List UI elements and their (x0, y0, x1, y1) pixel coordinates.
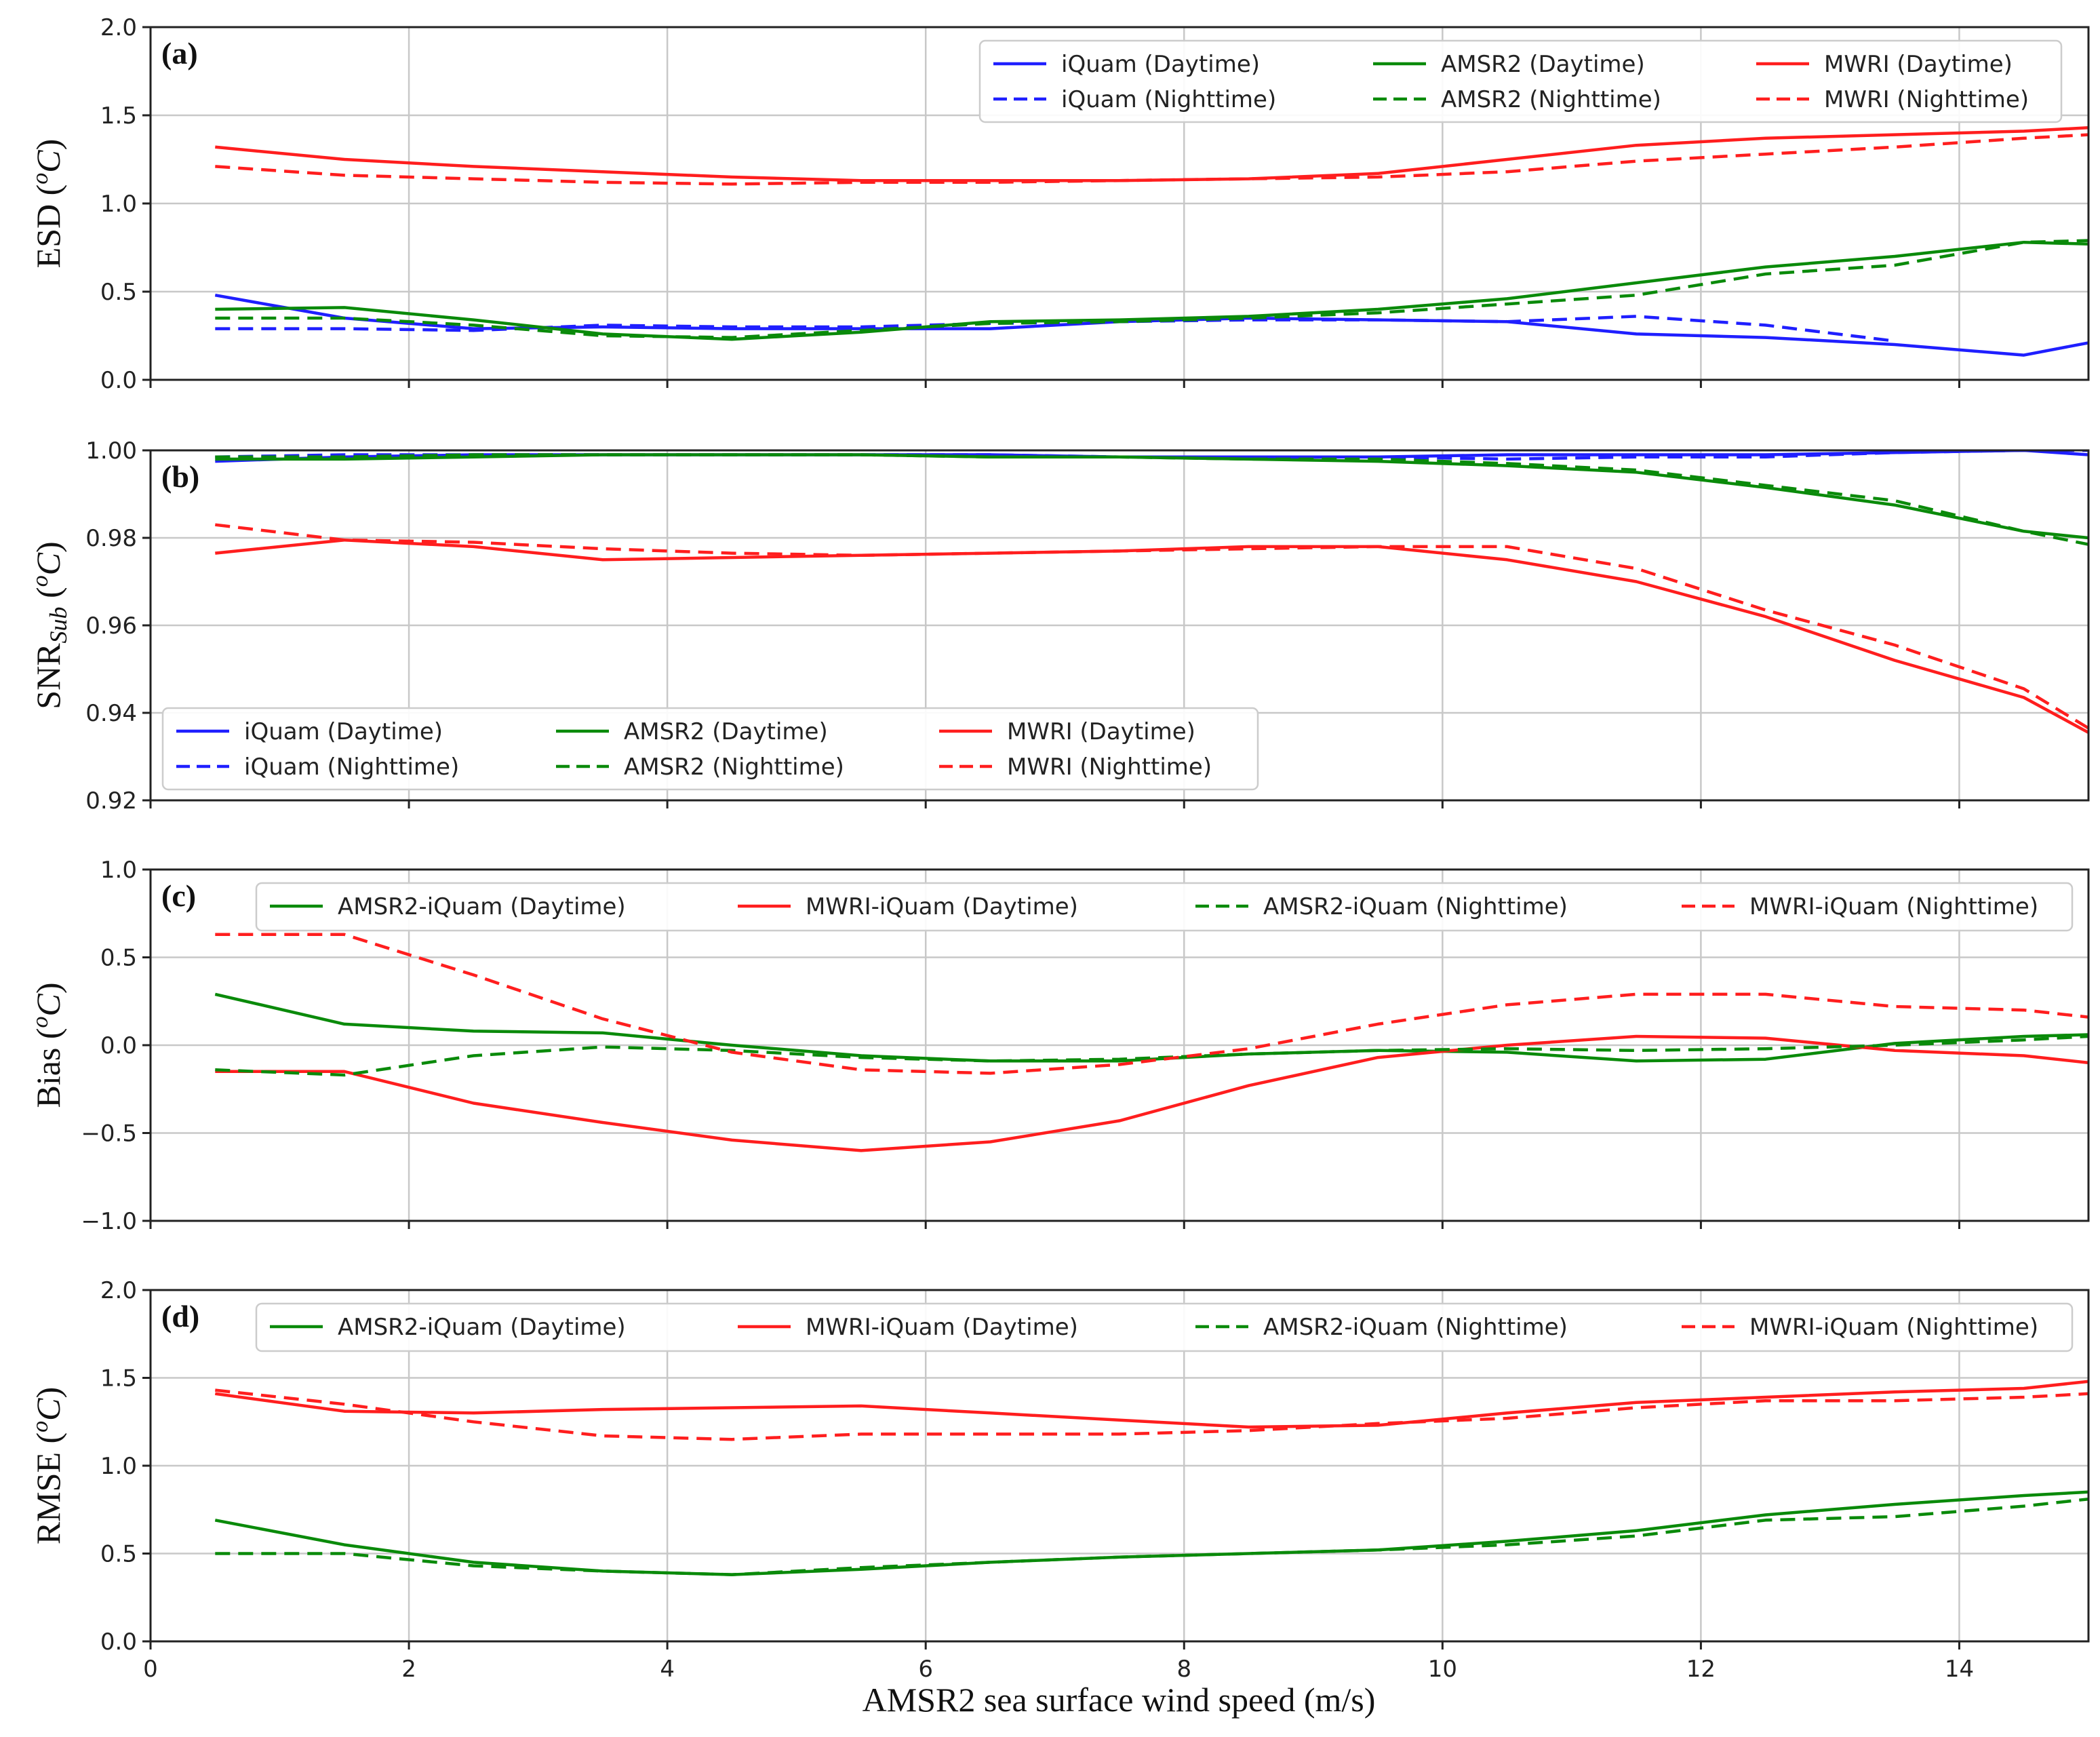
y-axis-title: SNRSub (oC) (28, 541, 72, 709)
y-tick-label: 1.00 (85, 437, 137, 465)
panel-label: (c) (161, 878, 196, 913)
legend: iQuam (Daytime) iQuam (Nighttime) AMSR2 (D… (161, 707, 1259, 791)
legend-box (978, 39, 2063, 123)
panel-label: (d) (161, 1299, 199, 1333)
legend-label: AMSR2-iQuam (Nighttime) (1263, 893, 1568, 920)
legend-label: AMSR2-iQuam (Daytime) (338, 1314, 626, 1341)
panel-a: 0.0 0.5 1.0 1.5 2.0 (a) ESD (oC) iQuam (Daytime… (28, 14, 2090, 394)
series-line (214, 1490, 2088, 1576)
y-tick-label: 1.5 (100, 102, 137, 130)
x-tick-label: 0 (143, 1656, 158, 1683)
series-line (215, 125, 2088, 182)
y-tick-label: 0.0 (100, 367, 137, 394)
series-line (215, 453, 2088, 546)
series-line (215, 1034, 2088, 1077)
legend: AMSR2-iQuam (Daytime) MWRI-iQuam (Daytime… (255, 1302, 2074, 1352)
y-tick-label: 0.5 (100, 1541, 137, 1568)
series-line (214, 992, 2088, 1063)
legend-label: iQuam (Nighttime) (1061, 86, 1276, 113)
x-tick-label: 12 (1686, 1656, 1716, 1683)
y-tick-label: 1.0 (100, 191, 137, 218)
x-axis-title: AMSR2 sea surface wind speed (m/s) (863, 1681, 1376, 1719)
series-line (215, 1034, 2088, 1152)
legend: AMSR2-iQuam (Daytime) MWRI-iQuam (Daytime… (255, 882, 2074, 932)
x-tick-label: 6 (918, 1656, 933, 1683)
y-tick-label: 0.94 (85, 700, 137, 727)
legend-label: AMSR2 (Nighttime) (624, 754, 844, 781)
series-line (215, 523, 2088, 730)
legend-label: iQuam (Daytime) (1061, 51, 1260, 78)
y-tick-label: 0.0 (100, 1628, 137, 1656)
y-tick-label: 0.92 (85, 787, 137, 815)
legend-label: iQuam (Nighttime) (244, 754, 459, 781)
panel-b: 0.92 0.94 0.96 0.98 1.00 (b) SNRSub (oC) iQuam … (28, 437, 2090, 815)
legend-box (255, 1302, 2074, 1352)
y-tick-label: 0.0 (100, 1032, 137, 1059)
y-tick-label: 0.5 (100, 279, 137, 306)
panel-label: (a) (161, 36, 198, 71)
legend-label: MWRI-iQuam (Nighttime) (1749, 893, 2038, 920)
panel-label: (b) (161, 459, 199, 494)
y-tick-label: 2.0 (100, 14, 137, 41)
series-line (215, 133, 2088, 186)
legend-label: MWRI (Nighttime) (1824, 86, 2029, 113)
legend-label: MWRI-iQuam (Daytime) (806, 893, 1078, 920)
y-tick-label: −0.5 (81, 1120, 137, 1148)
y-tick-label: 0.98 (85, 525, 137, 552)
y-tick-label: 1.0 (100, 1453, 137, 1480)
series-line (215, 1497, 2088, 1576)
y-axis-title: Bias (oC) (28, 982, 67, 1108)
legend-label: MWRI (Nighttime) (1007, 754, 1212, 781)
legend-label: MWRI-iQuam (Daytime) (806, 1314, 1078, 1341)
legend: iQuam (Daytime) iQuam (Nighttime) AMSR2 (D… (978, 39, 2063, 123)
x-tick-label: 4 (660, 1656, 675, 1683)
legend-label: AMSR2 (Daytime) (1441, 51, 1645, 78)
y-tick-label: 1.5 (100, 1365, 137, 1392)
y-axis-title: ESD (oC) (28, 139, 67, 269)
series-line (215, 453, 2088, 540)
legend-label: AMSR2-iQuam (Nighttime) (1263, 1314, 1568, 1341)
x-tick-label: 2 (401, 1656, 416, 1683)
x-tick-label: 14 (1945, 1656, 1974, 1683)
y-tick-label: 1.0 (100, 857, 137, 884)
panel-c: −1.0 −0.5 0.0 0.5 1.0 (c) Bias (oC) AMSR2-iQuam… (28, 857, 2090, 1235)
legend-label: AMSR2 (Daytime) (624, 718, 828, 745)
legend-box (161, 707, 1259, 791)
series-line (215, 933, 2088, 1075)
legend-box (255, 882, 2074, 932)
y-tick-label: 0.5 (100, 945, 137, 972)
series-line (215, 240, 2088, 341)
legend-label: AMSR2 (Nighttime) (1441, 86, 1661, 113)
y-tick-label: 2.0 (100, 1277, 137, 1304)
legend-label: MWRI (Daytime) (1007, 718, 1195, 745)
series-line (215, 538, 2088, 734)
legend-label: MWRI (Daytime) (1824, 51, 2013, 78)
series-line (214, 1380, 2088, 1429)
series-line (215, 1388, 2088, 1441)
legend-label: MWRI-iQuam (Nighttime) (1749, 1314, 2038, 1341)
legend-label: iQuam (Daytime) (244, 718, 443, 745)
y-tick-label: −1.0 (81, 1208, 137, 1235)
x-tick-label: 8 (1176, 1656, 1191, 1683)
legend-label: AMSR2-iQuam (Daytime) (338, 893, 626, 920)
panel-d: 0.0 0.5 1.0 1.5 2.0 0 2 4 6 8 10 12 14 (d) RMSE (oC) AM… (28, 1277, 2090, 1683)
series-line (215, 239, 2088, 339)
x-tick-label: 10 (1428, 1656, 1457, 1683)
y-axis-title: RMSE (oC) (28, 1387, 67, 1544)
y-tick-label: 0.96 (85, 612, 137, 640)
series-line (214, 293, 2088, 357)
